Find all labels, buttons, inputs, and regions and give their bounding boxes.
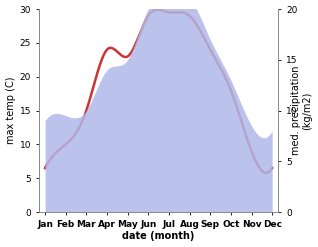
Y-axis label: med. precipitation
(kg/m2): med. precipitation (kg/m2) bbox=[291, 66, 313, 155]
X-axis label: date (month): date (month) bbox=[122, 231, 195, 242]
Y-axis label: max temp (C): max temp (C) bbox=[5, 77, 16, 144]
